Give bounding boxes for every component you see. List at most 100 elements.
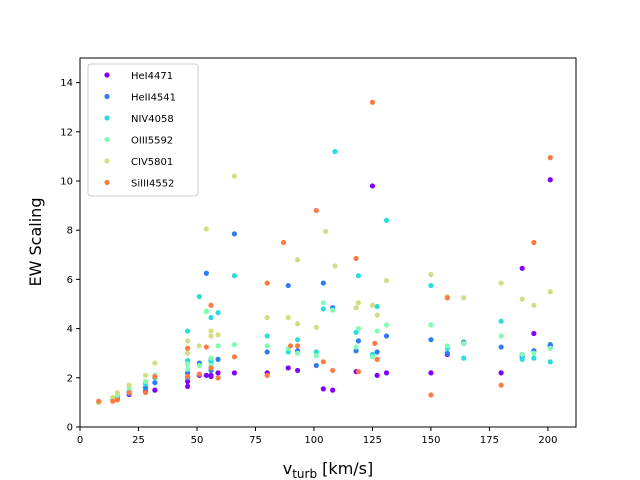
data-point bbox=[196, 343, 202, 349]
data-point bbox=[547, 345, 553, 351]
data-point bbox=[152, 380, 158, 386]
data-point bbox=[519, 351, 525, 358]
legend-label: SiIII4552 bbox=[131, 179, 174, 190]
data-point bbox=[264, 349, 270, 355]
x-tick-label: 100 bbox=[304, 435, 323, 446]
data-point bbox=[355, 300, 362, 306]
data-point bbox=[428, 370, 434, 376]
legend-marker bbox=[104, 115, 110, 121]
legend-label: CIV5801 bbox=[131, 157, 173, 168]
data-point bbox=[313, 353, 319, 359]
data-point bbox=[428, 392, 434, 398]
data-point bbox=[196, 362, 202, 369]
data-point bbox=[531, 355, 537, 361]
legend-marker bbox=[104, 158, 110, 164]
data-point bbox=[114, 397, 121, 403]
data-point bbox=[231, 273, 238, 279]
data-point bbox=[152, 387, 158, 393]
data-point bbox=[372, 340, 378, 346]
data-point bbox=[428, 322, 434, 328]
data-point bbox=[264, 314, 270, 321]
data-point bbox=[264, 372, 270, 378]
x-tick-label: 150 bbox=[421, 435, 440, 446]
data-point bbox=[330, 367, 336, 374]
data-point bbox=[353, 305, 359, 311]
data-points bbox=[96, 99, 553, 405]
data-point bbox=[110, 398, 116, 404]
data-point bbox=[498, 344, 504, 350]
x-tick-label: 125 bbox=[363, 435, 382, 446]
data-point bbox=[215, 332, 221, 338]
data-point bbox=[374, 328, 380, 334]
data-point bbox=[383, 333, 390, 339]
data-point bbox=[208, 333, 214, 339]
data-point bbox=[332, 148, 338, 155]
data-point bbox=[355, 273, 362, 279]
y-tick-label: 0 bbox=[67, 423, 73, 434]
data-point bbox=[142, 385, 149, 391]
data-point bbox=[231, 370, 238, 376]
data-point bbox=[215, 370, 221, 376]
data-point bbox=[547, 359, 553, 365]
legend-marker bbox=[104, 72, 110, 78]
data-point bbox=[374, 372, 380, 378]
data-point bbox=[126, 386, 132, 392]
data-point bbox=[374, 349, 380, 355]
data-point bbox=[353, 344, 359, 350]
data-point bbox=[185, 328, 191, 334]
data-point bbox=[383, 322, 390, 328]
data-point bbox=[369, 99, 376, 105]
data-point bbox=[519, 356, 525, 362]
data-point bbox=[531, 330, 537, 337]
data-point bbox=[519, 265, 525, 271]
data-point bbox=[313, 362, 319, 369]
series-CIV5801 bbox=[96, 173, 553, 405]
data-point bbox=[185, 378, 191, 385]
data-point bbox=[383, 217, 390, 223]
data-point bbox=[313, 324, 319, 330]
data-point bbox=[428, 337, 434, 343]
data-point bbox=[110, 394, 116, 401]
data-point bbox=[461, 340, 467, 346]
legend-label: HeI4471 bbox=[131, 71, 173, 82]
data-point bbox=[498, 318, 504, 324]
data-point bbox=[320, 306, 326, 312]
data-point bbox=[383, 278, 390, 284]
data-point bbox=[285, 365, 291, 371]
x-tick-label: 75 bbox=[249, 435, 262, 446]
data-point bbox=[215, 375, 221, 381]
data-point bbox=[353, 348, 359, 354]
data-point bbox=[498, 370, 504, 376]
y-tick-label: 12 bbox=[60, 127, 73, 138]
y-tick-label: 2 bbox=[67, 373, 73, 384]
x-tick-label: 0 bbox=[77, 435, 83, 446]
data-point bbox=[323, 228, 329, 235]
data-point bbox=[369, 354, 376, 360]
data-point bbox=[185, 361, 191, 367]
data-point bbox=[196, 371, 202, 377]
data-point bbox=[294, 343, 301, 349]
data-point bbox=[215, 310, 221, 316]
x-tick-label: 200 bbox=[538, 435, 557, 446]
data-point bbox=[203, 270, 209, 276]
data-point bbox=[208, 355, 214, 361]
data-point bbox=[320, 359, 326, 365]
data-point bbox=[231, 341, 238, 348]
data-point bbox=[374, 312, 380, 318]
data-point bbox=[320, 386, 326, 392]
data-point bbox=[547, 341, 553, 348]
data-point bbox=[185, 366, 191, 372]
data-point bbox=[185, 357, 191, 364]
data-point bbox=[444, 343, 450, 349]
data-point bbox=[355, 326, 362, 332]
legend-marker bbox=[104, 93, 110, 100]
data-point bbox=[280, 239, 287, 246]
y-axis-ticks: 0 2 4 6 8 10 12 14 bbox=[60, 78, 80, 434]
legend-label: NIV4058 bbox=[131, 114, 174, 125]
data-point bbox=[531, 302, 537, 308]
data-point bbox=[294, 367, 301, 374]
data-point bbox=[498, 333, 504, 339]
data-point bbox=[142, 372, 149, 378]
data-point bbox=[215, 356, 221, 362]
data-point bbox=[285, 282, 291, 289]
